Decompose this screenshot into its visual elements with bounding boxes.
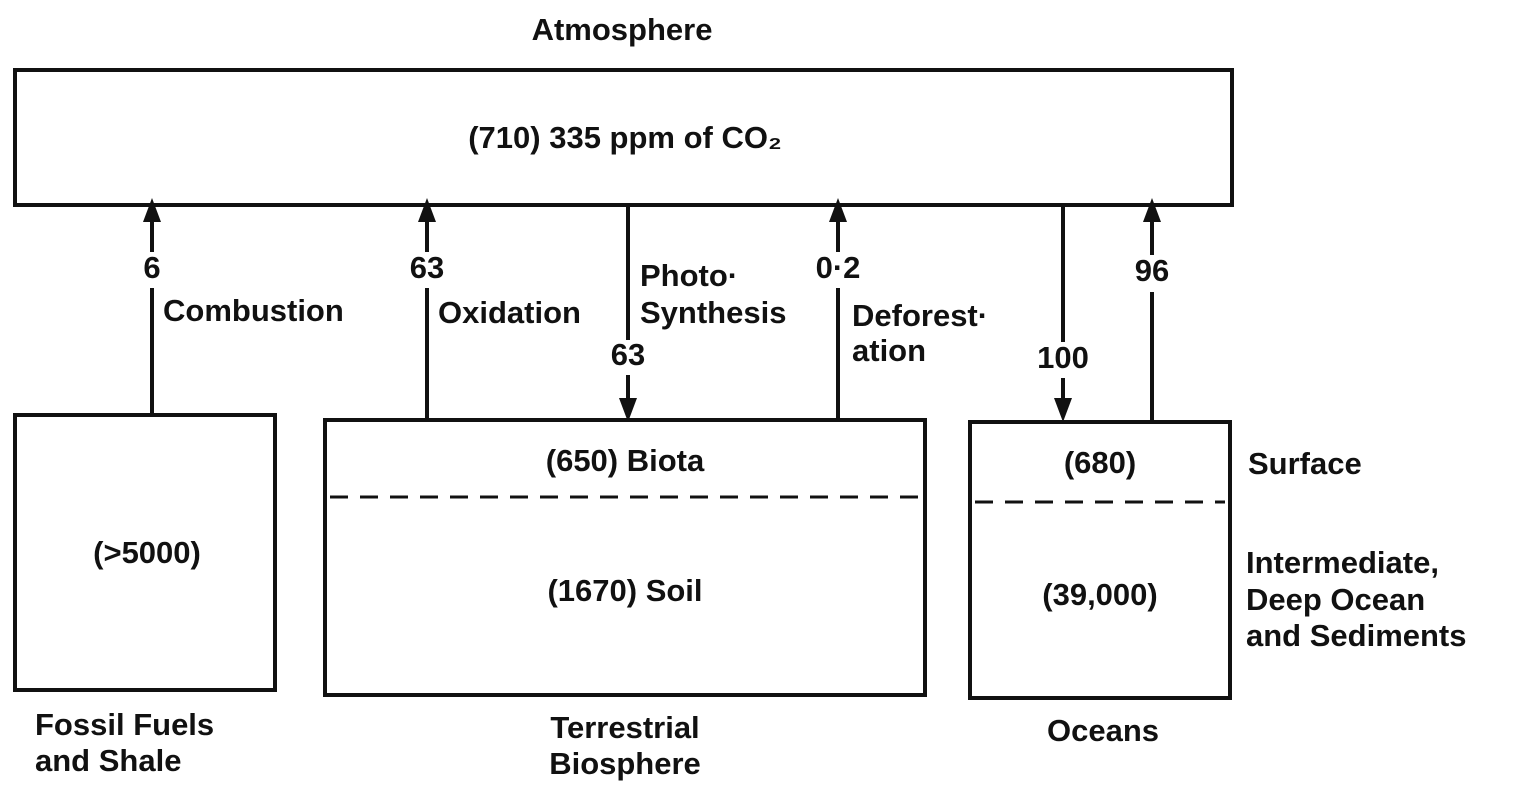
oceans-box <box>968 420 1232 700</box>
flow-value: 63 <box>410 250 444 285</box>
arrowhead <box>418 198 436 222</box>
caption: Terrestrial <box>550 710 699 745</box>
terrestrial-box <box>323 418 927 697</box>
flow-value: 6 <box>143 250 160 285</box>
arrowhead <box>143 198 161 222</box>
side-label: Deep Ocean <box>1246 582 1425 617</box>
caption: Fossil Fuels <box>35 707 214 742</box>
terrestrial-upper: (650) Biota <box>546 443 705 478</box>
flow-value: 63 <box>611 337 645 372</box>
title: Atmosphere <box>532 12 713 47</box>
flow-value: 0·2 <box>816 250 861 285</box>
oceans-lower: (39,000) <box>1042 577 1157 612</box>
flow-label: Combustion <box>163 293 344 328</box>
caption: Biosphere <box>549 746 701 781</box>
flow-label: Deforest· <box>852 298 988 333</box>
flow-label: ation <box>852 333 926 368</box>
flow-label: Synthesis <box>640 295 786 330</box>
fossil-content: (>5000) <box>93 535 201 570</box>
fossil-box <box>13 413 277 692</box>
arrowhead <box>829 198 847 222</box>
side-label: Surface <box>1248 446 1362 481</box>
oceans-upper: (680) <box>1064 445 1136 480</box>
side-label: and Sediments <box>1246 618 1467 653</box>
atmosphere-box <box>13 68 1234 207</box>
terrestrial-lower: (1670) Soil <box>547 573 702 608</box>
flow-label: Photo· <box>640 258 738 293</box>
arrowhead <box>1054 398 1072 422</box>
flow-value: 100 <box>1037 340 1089 375</box>
side-label: Intermediate, <box>1246 545 1439 580</box>
arrowhead <box>1143 198 1161 222</box>
arrowhead <box>619 398 637 422</box>
flow-label: Oxidation <box>438 295 581 330</box>
caption: Oceans <box>1047 713 1159 748</box>
atmosphere-content: (710) 335 ppm of CO₂ <box>468 120 782 155</box>
caption: and Shale <box>35 743 181 778</box>
flow-value: 96 <box>1135 253 1169 288</box>
